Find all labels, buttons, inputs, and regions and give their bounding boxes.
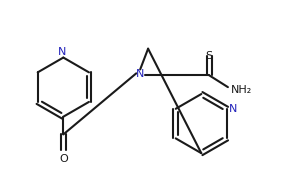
- Text: N: N: [58, 47, 67, 57]
- Text: N: N: [229, 104, 237, 114]
- Text: O: O: [59, 154, 68, 164]
- Text: N: N: [136, 69, 144, 79]
- Text: S: S: [206, 51, 213, 61]
- Text: NH₂: NH₂: [231, 85, 252, 95]
